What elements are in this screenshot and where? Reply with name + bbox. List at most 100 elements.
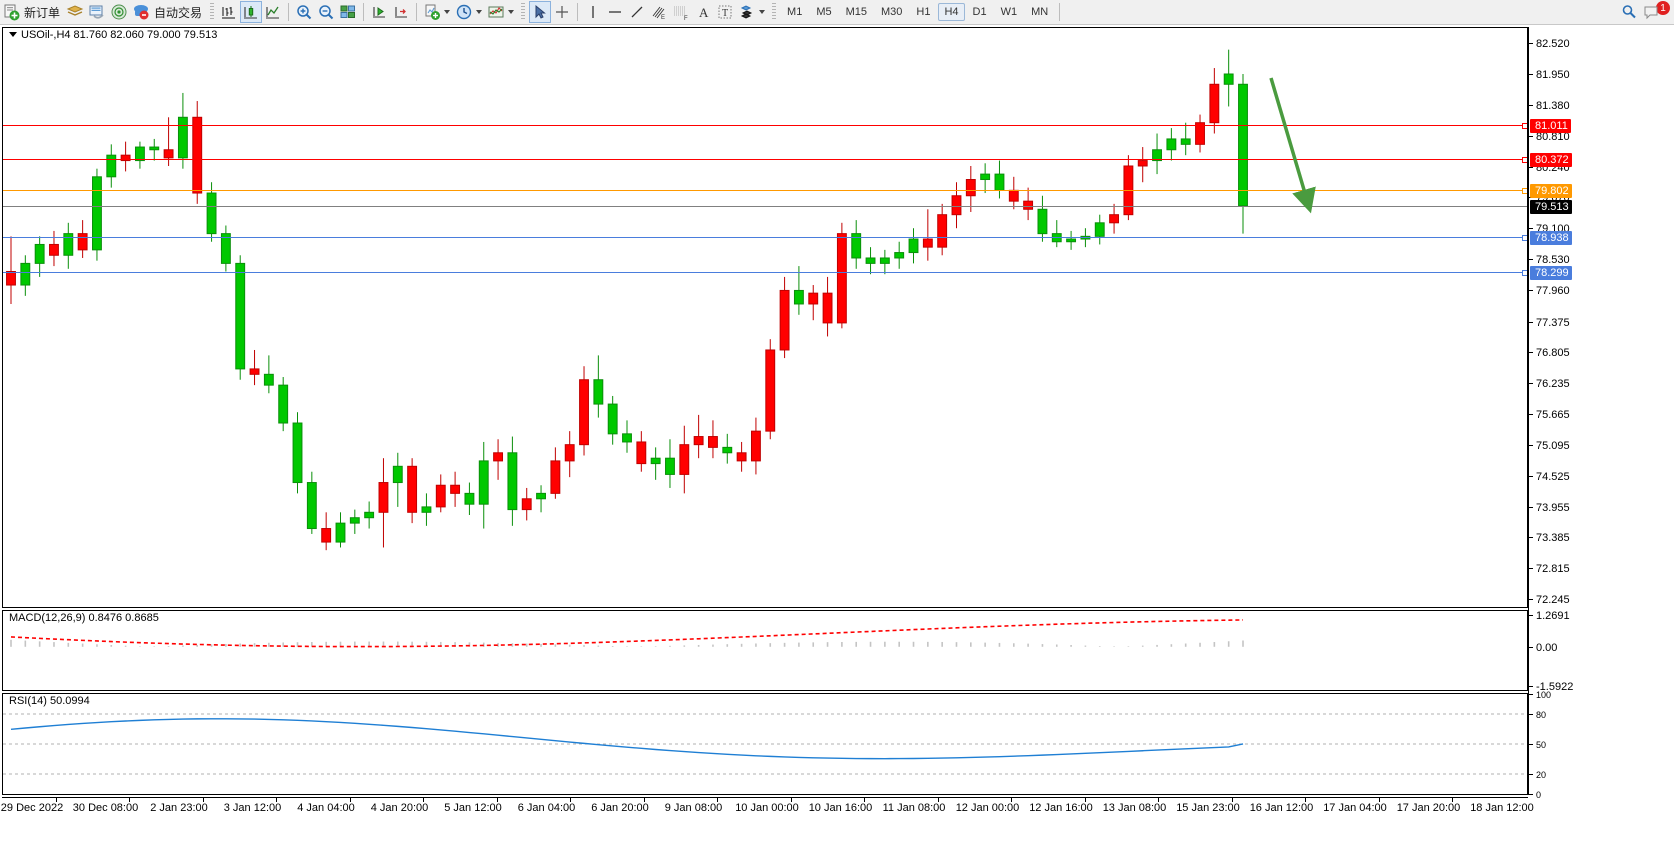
- rsi-label: RSI(14) 50.0994: [7, 695, 92, 707]
- time-tick-mark: [1378, 798, 1380, 802]
- tile-windows-icon[interactable]: [337, 1, 359, 23]
- autoscroll-icon[interactable]: [390, 1, 412, 23]
- vline-icon[interactable]: [582, 1, 604, 23]
- timeframe-m30[interactable]: M30: [881, 6, 903, 18]
- time-axis[interactable]: 29 Dec 2022 30 Dec 08:00 2 Jan 23:00 3 Jan …: [0, 797, 1534, 841]
- level-line-last-price[interactable]: [3, 205, 1527, 207]
- trendline-icon[interactable]: [626, 1, 648, 23]
- level-handle[interactable]: [1522, 188, 1527, 195]
- indicators-icon[interactable]: [485, 1, 507, 23]
- cursor-icon[interactable]: [529, 1, 552, 23]
- market-watch-icon[interactable]: [108, 1, 130, 23]
- price-tick: 78.530: [1529, 254, 1570, 266]
- macd-pane[interactable]: MACD(12,26,9) 0.8476 0.8685: [2, 610, 1528, 691]
- chevron-down-icon-symbol[interactable]: [9, 32, 17, 37]
- price-pane[interactable]: USOil-,H4 81.760 82.060 79.000 79.513: [2, 27, 1528, 608]
- toolbar-grip-3[interactable]: [772, 3, 777, 21]
- time-tick-label: 16 Jan 12:00: [1249, 802, 1314, 814]
- price-level-badge[interactable]: 78.938: [1530, 230, 1572, 245]
- new-order-icon[interactable]: [0, 1, 22, 23]
- price-tick: 75.095: [1529, 440, 1570, 452]
- period-icon[interactable]: [453, 1, 475, 23]
- level-handle[interactable]: [1522, 157, 1527, 164]
- time-tick-mark: [937, 798, 939, 802]
- line-chart-icon[interactable]: [262, 1, 284, 23]
- level-handle[interactable]: [1522, 269, 1527, 276]
- hline-icon[interactable]: [604, 1, 626, 23]
- time-tick-mark: [1231, 798, 1233, 802]
- price-tick: 73.955: [1529, 502, 1570, 514]
- notifications-icon[interactable]: [1640, 1, 1662, 23]
- timeframe-h1[interactable]: H1: [916, 6, 931, 18]
- expert-advisors-icon[interactable]: [130, 1, 152, 23]
- candlestick-chart-icon[interactable]: [240, 1, 263, 23]
- time-tick-label: 4 Jan 20:00: [370, 802, 429, 814]
- timeframe-m1[interactable]: M1: [787, 6, 803, 18]
- timeframe-h4[interactable]: H4: [938, 3, 965, 21]
- price-tick: 73.385: [1529, 532, 1570, 544]
- equidistant-channel-icon[interactable]: E: [648, 1, 670, 23]
- timeframe-w1[interactable]: W1: [1000, 6, 1018, 18]
- timeframe-mn[interactable]: MN: [1031, 6, 1049, 18]
- price-axis[interactable]: 82.520 81.950 81.380 80.810 80.240 79.670 79.1…: [1528, 27, 1674, 800]
- time-tick-mark: [423, 798, 424, 802]
- text-label-icon[interactable]: A: [692, 1, 714, 23]
- level-line-support[interactable]: [3, 234, 1527, 241]
- toolbar-separator-4: [577, 3, 579, 21]
- bar-chart-icon[interactable]: [218, 1, 240, 23]
- time-tick-mark: [864, 798, 865, 802]
- toolbar-right-group: 1: [1618, 0, 1670, 24]
- time-tick-label: 12 Jan 16:00: [1029, 802, 1093, 814]
- time-tick-mark: [643, 798, 645, 802]
- toolbar-separator-3: [416, 3, 418, 21]
- rsi-plot: [3, 713, 1527, 775]
- new-order-label[interactable]: 新订单: [24, 5, 61, 20]
- toolbar-grip[interactable]: [210, 3, 215, 21]
- zoom-out-icon[interactable]: [315, 1, 337, 23]
- chevron-down-icon-3[interactable]: [508, 10, 515, 14]
- text-icon[interactable]: T: [714, 1, 736, 23]
- timeframe-m15[interactable]: M15: [845, 6, 867, 18]
- fibonacci-icon[interactable]: F: [670, 1, 692, 23]
- time-tick-mark: [1452, 798, 1453, 802]
- price-level-badge[interactable]: 79.802: [1530, 184, 1572, 199]
- svg-text:T: T: [722, 8, 728, 19]
- timeframe-d1[interactable]: D1: [972, 6, 987, 18]
- level-line-pivot[interactable]: [3, 188, 1527, 195]
- price-level-badge[interactable]: 81.011: [1530, 118, 1571, 133]
- time-tick-label: 29 Dec 2022: [0, 802, 64, 814]
- macd-tick: 1.2691: [1529, 610, 1570, 622]
- chevron-down-icon-2[interactable]: [476, 10, 483, 14]
- rsi-pane[interactable]: RSI(14) 50.0994: [2, 693, 1528, 795]
- time-tick-mark: [129, 798, 130, 802]
- objects-icon[interactable]: [736, 1, 758, 23]
- chart-workspace: USOil-,H4 81.760 82.060 79.000 79.513 MA…: [0, 25, 1674, 841]
- price-tick: 80.810: [1529, 131, 1570, 143]
- rsi-tick: 100: [1529, 690, 1551, 700]
- level-handle[interactable]: [1522, 122, 1527, 129]
- timeframe-m5[interactable]: M5: [816, 6, 832, 18]
- level-handle[interactable]: [1522, 234, 1527, 241]
- chevron-down-icon-4[interactable]: [759, 10, 766, 14]
- time-tick-mark: [790, 798, 792, 802]
- price-level-badge[interactable]: 78.299: [1530, 265, 1572, 280]
- shift-end-icon[interactable]: [368, 1, 390, 23]
- time-tick-mark: [1305, 798, 1306, 802]
- chevron-down-icon[interactable]: [444, 10, 451, 14]
- time-tick-label: 18 Jan 12:00: [1470, 802, 1534, 814]
- new-chart-icon[interactable]: [421, 1, 443, 23]
- price-level-badge[interactable]: 79.513: [1530, 199, 1572, 214]
- zoom-in-icon[interactable]: [293, 1, 315, 23]
- auto-trading-label[interactable]: 自动交易: [154, 5, 203, 20]
- level-line-resistance[interactable]: [3, 122, 1527, 129]
- toolbar-grip-2[interactable]: [521, 3, 526, 21]
- time-tick-mark: [1011, 798, 1012, 802]
- templates-icon[interactable]: [64, 1, 86, 23]
- time-tick-mark: [1158, 798, 1159, 802]
- data-window-icon[interactable]: [86, 1, 108, 23]
- crosshair-icon[interactable]: [551, 1, 573, 23]
- search-icon[interactable]: [1618, 1, 1640, 23]
- level-line-resistance[interactable]: [3, 157, 1527, 164]
- price-level-badge[interactable]: 80.372: [1530, 153, 1572, 168]
- level-line-support[interactable]: [3, 269, 1527, 276]
